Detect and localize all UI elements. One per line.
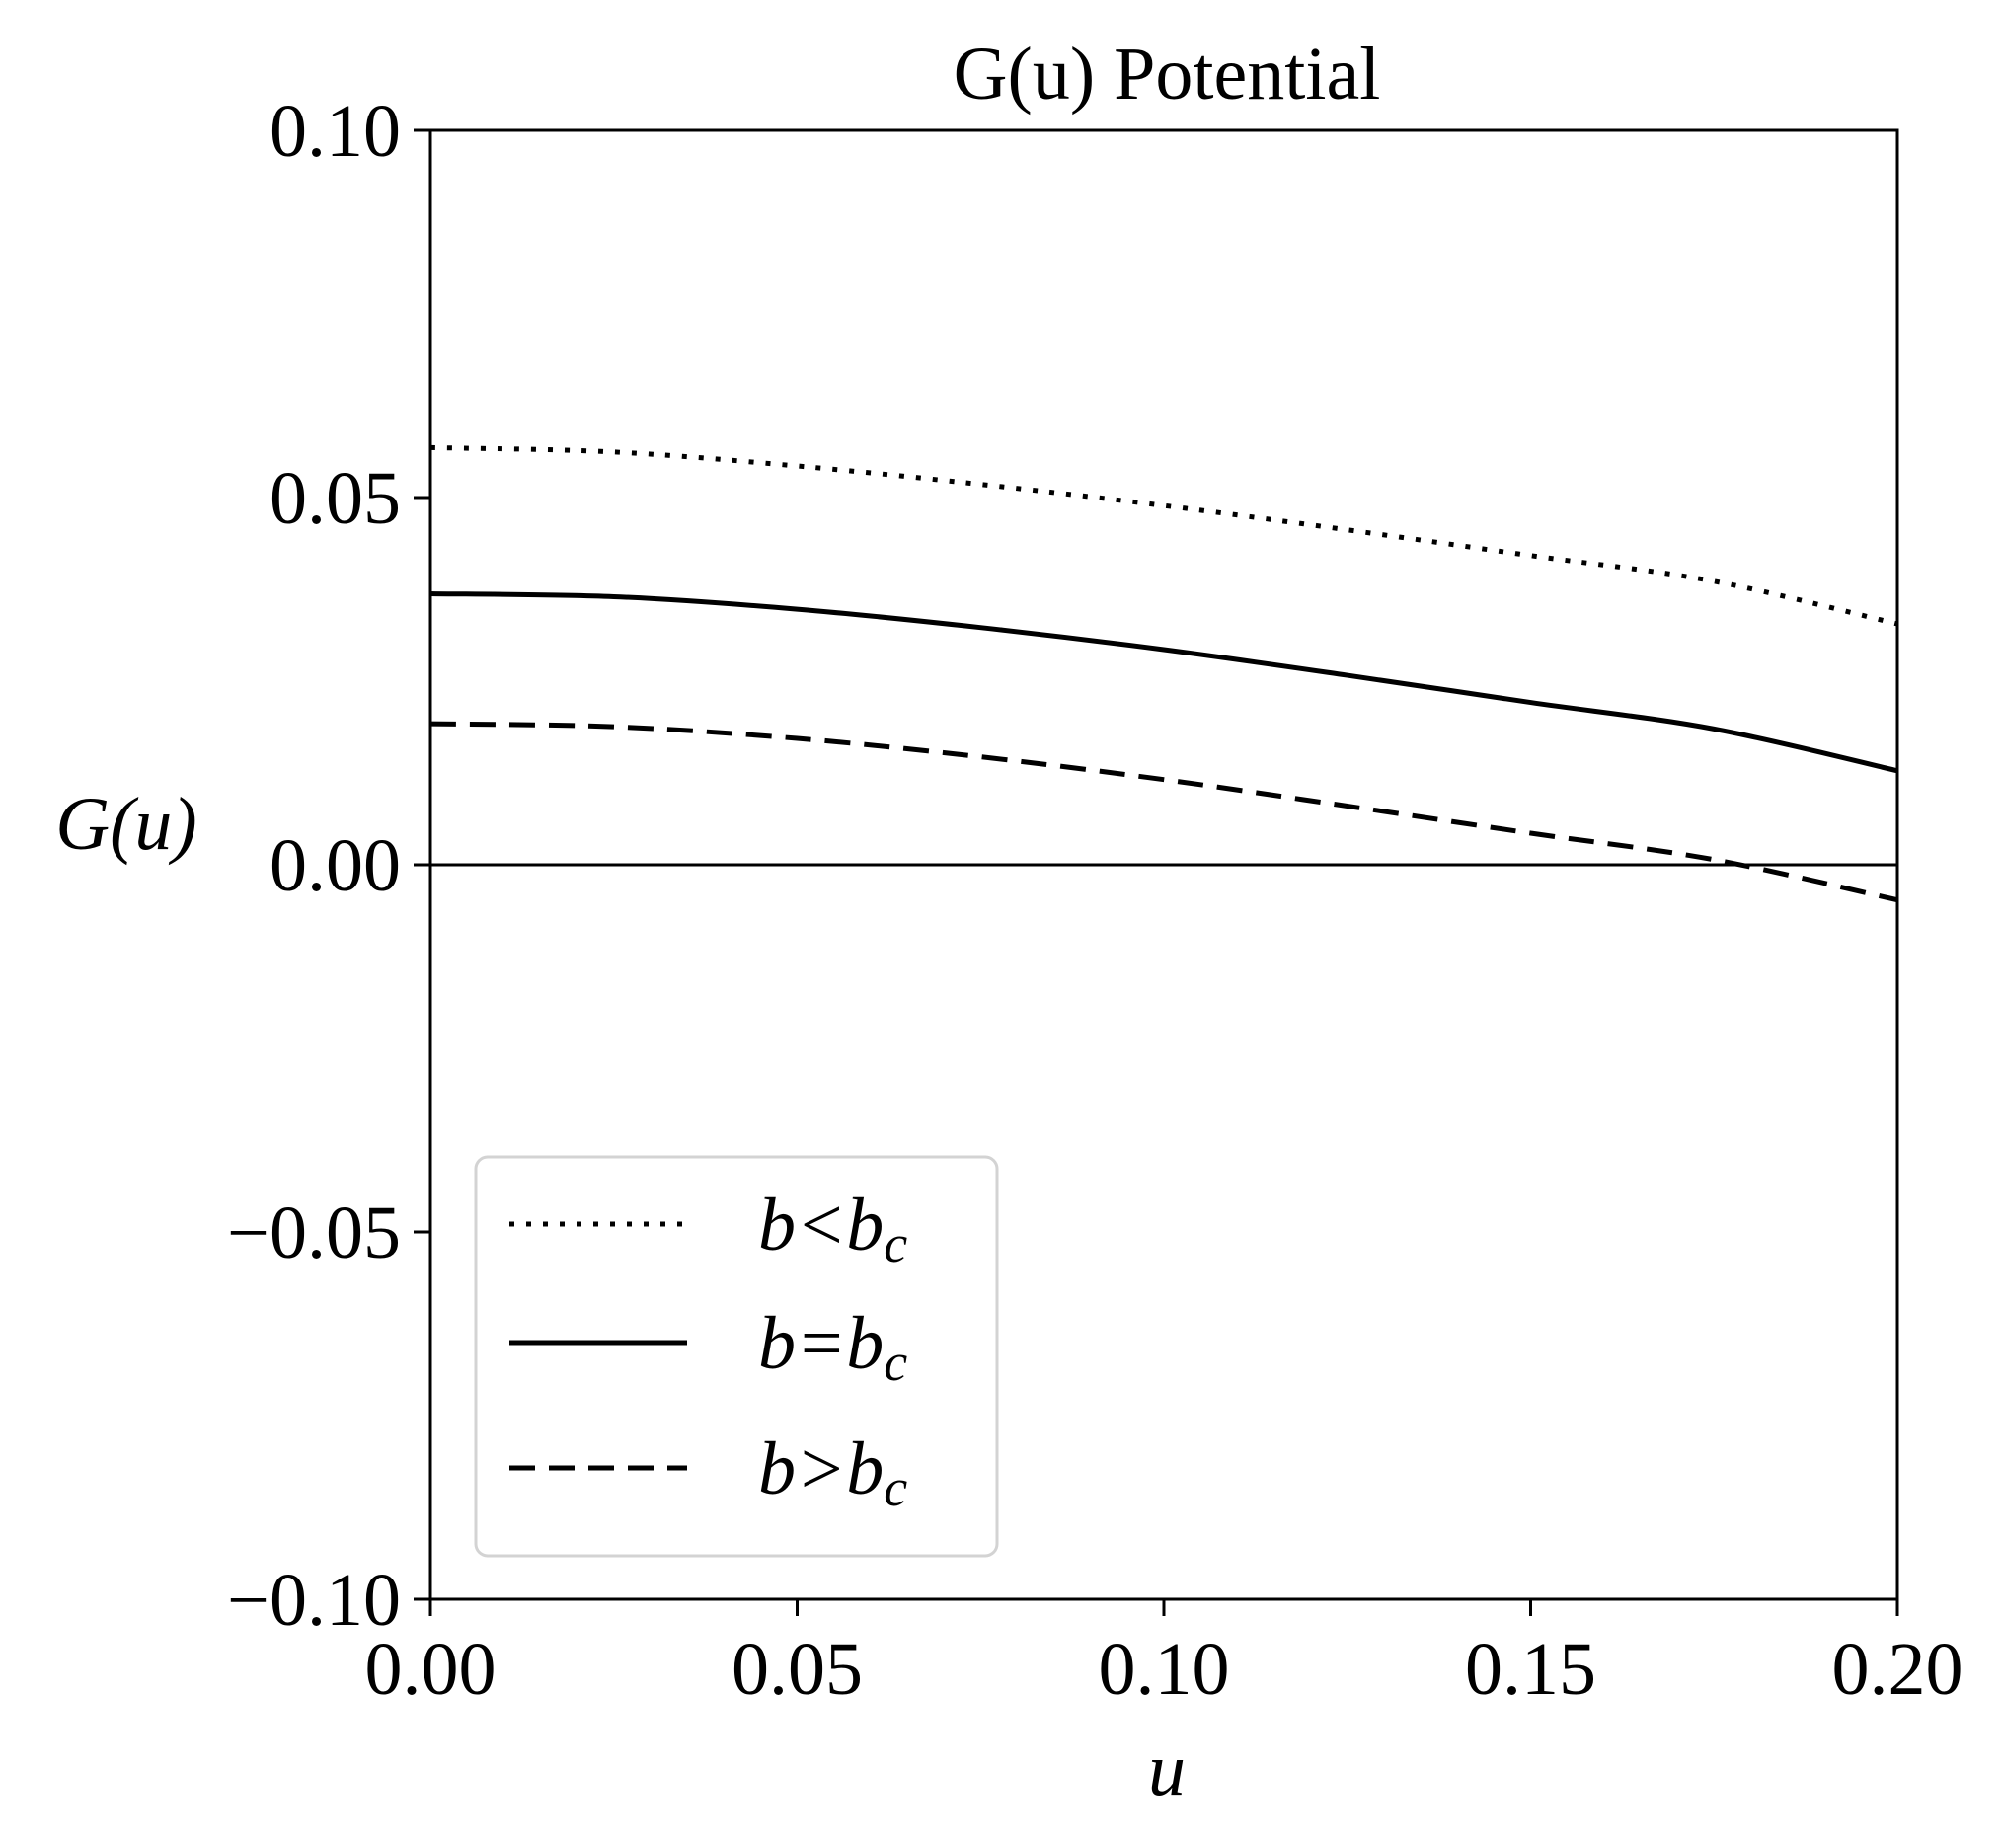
y-tick-label: −0.05 — [227, 1192, 401, 1274]
legend: b<bc b=bc b>bc — [474, 1155, 999, 1558]
series-line-dashed — [429, 721, 1898, 903]
y-tick-label: 0.00 — [270, 824, 401, 907]
y-axis-ticks: 0.10 0.05 0.00 −0.05 −0.10 — [227, 90, 430, 1642]
x-axis-ticks: 0.00 0.05 0.10 0.15 0.20 — [365, 1599, 1964, 1711]
legend-box — [474, 1155, 999, 1558]
legend-label: b=bc — [758, 1302, 907, 1392]
x-tick-label: 0.15 — [1465, 1628, 1596, 1711]
x-tick-label: 0.10 — [1099, 1628, 1230, 1711]
series-line-solid — [429, 590, 1898, 774]
y-tick-label: 0.05 — [270, 457, 401, 540]
legend-label: b<bc — [758, 1184, 907, 1273]
y-axis-label: G(u) — [55, 783, 197, 866]
y-tick-label: 0.10 — [270, 90, 401, 173]
x-tick-label: 0.00 — [365, 1628, 497, 1711]
x-axis-label: u — [1148, 1729, 1186, 1811]
chart-title: G(u) Potential — [954, 33, 1381, 116]
series-layer — [429, 444, 1898, 903]
x-tick-label: 0.20 — [1832, 1628, 1964, 1711]
legend-label: b>bc — [758, 1427, 907, 1517]
x-tick-label: 0.05 — [732, 1628, 863, 1711]
y-tick-label: −0.10 — [227, 1559, 401, 1642]
